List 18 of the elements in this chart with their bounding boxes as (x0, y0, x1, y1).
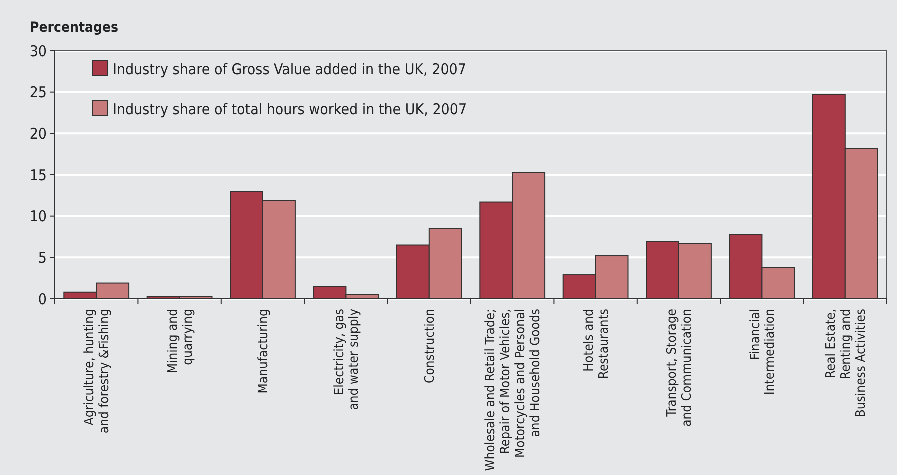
y-tick-label: 30 (30, 42, 47, 60)
x-tick-label: Manufacturing (256, 309, 272, 394)
y-tick-label: 20 (30, 124, 47, 143)
x-tick-label: Construction (422, 309, 438, 384)
y-tick-label: 25 (30, 84, 47, 102)
x-tick-label: Wholesale and Retail Trade; Repair of Motor Vehicles, Motorcycles and Personal and Household Goods (484, 309, 544, 472)
y-tick-label: 10 (30, 208, 47, 226)
legend-label: Industry share of total hours worked in the UK, 2007 (113, 100, 468, 118)
x-tick-label: Real Estate, Renting and Business Activities (824, 309, 869, 418)
legend-label: Industry share of Gross Value added in the UK, 2007 (113, 60, 466, 78)
x-tick-label: Transport, Storage and Communication (665, 309, 696, 427)
y-tick-label: 15 (30, 166, 47, 184)
x-tick-label: Mining and quarrying (166, 309, 196, 374)
x-tick-label: Electricity, gas and water supply (332, 308, 362, 410)
y-axis-title: Percentages (30, 20, 119, 36)
y-tick-label: 5 (38, 248, 47, 267)
y-tick-label: 0 (38, 290, 47, 308)
x-tick-label: Agriculture, hunting and forestry &Fishing (82, 309, 113, 434)
